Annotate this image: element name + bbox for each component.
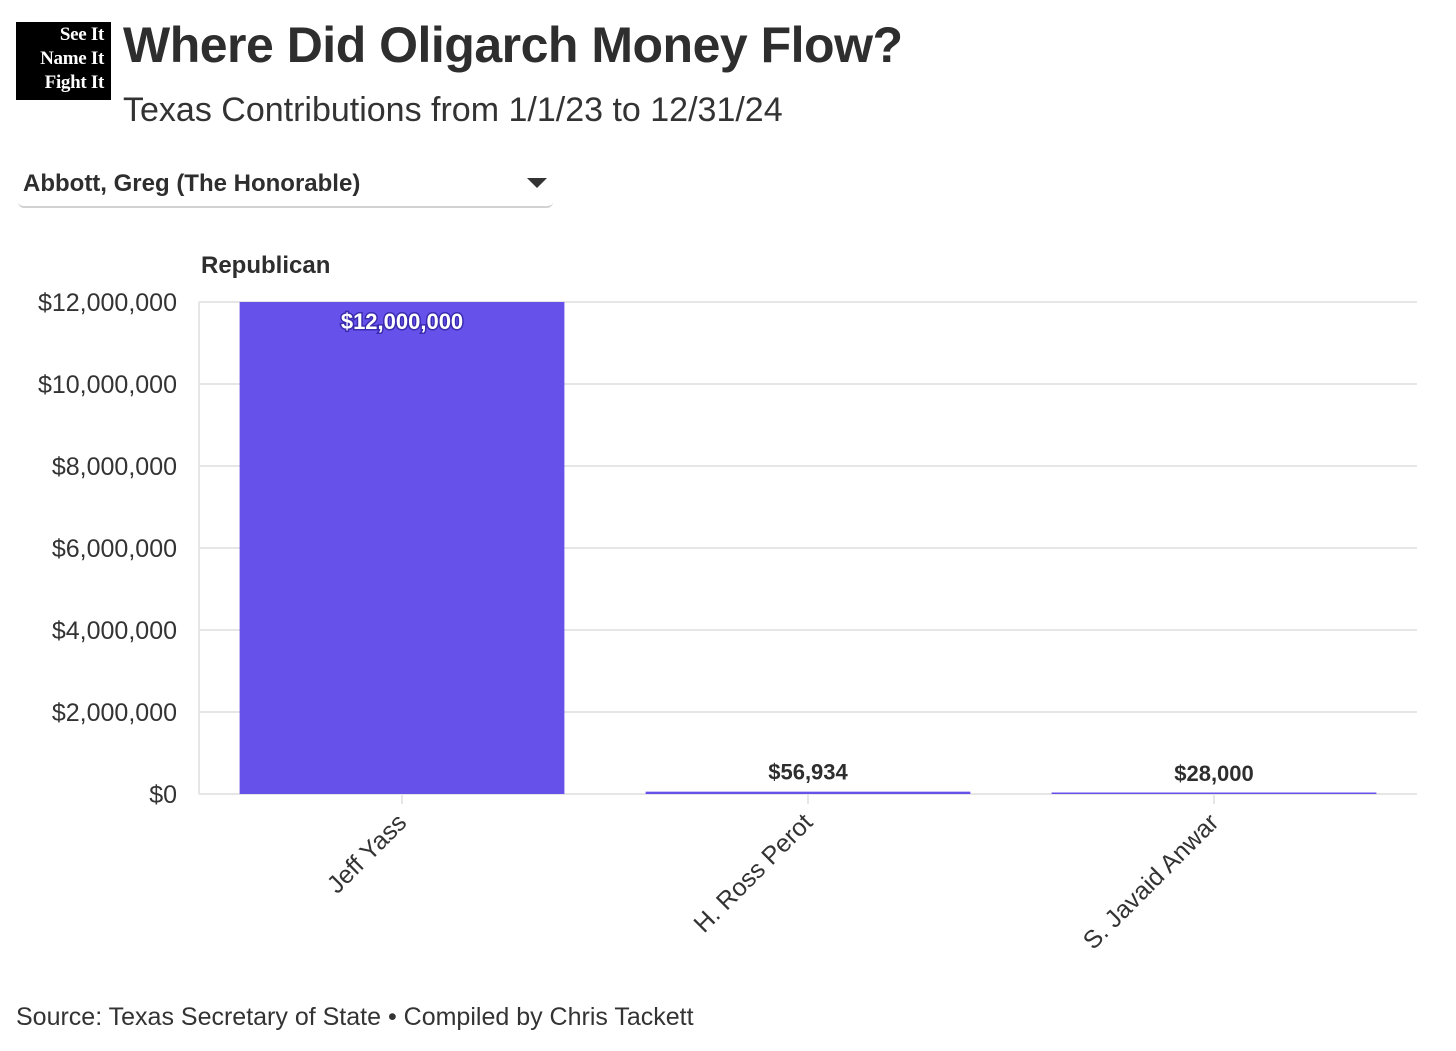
- x-tick-label: S. Javaid Anwar: [1078, 808, 1225, 955]
- y-tick-label: $6,000,000: [52, 535, 177, 563]
- candidate-select-value: Abbott, Greg (The Honorable): [23, 170, 361, 197]
- y-tick-label: $4,000,000: [52, 617, 177, 645]
- logo: See It Name It Fight It: [16, 22, 111, 100]
- data-label: $12,000,000: [341, 309, 463, 334]
- candidate-select[interactable]: Abbott, Greg (The Honorable): [18, 160, 553, 208]
- y-tick-label: $8,000,000: [52, 453, 177, 481]
- x-tick-label: Jeff Yass: [322, 808, 413, 899]
- chevron-down-icon[interactable]: [527, 178, 547, 188]
- chart-subtitle: Texas Contributions from 1/1/23 to 12/31…: [123, 91, 783, 129]
- y-tick-label: $0: [149, 781, 177, 809]
- bar: [645, 791, 971, 794]
- logo-line: Fight It: [44, 72, 105, 93]
- data-label: $28,000: [1174, 761, 1254, 786]
- y-tick-label: $2,000,000: [52, 699, 177, 727]
- y-tick-label: $12,000,000: [38, 289, 177, 317]
- data-label: $56,934: [768, 760, 848, 785]
- logo-line: Name It: [40, 48, 104, 69]
- logo-line: See It: [59, 24, 104, 45]
- y-tick-label: $10,000,000: [38, 371, 177, 399]
- bar: [239, 302, 565, 794]
- x-tick-label: H. Ross Perot: [688, 808, 818, 938]
- facet-label: Republican: [201, 252, 331, 279]
- bar-chart: $0 $2,000,000 $4,000,000 $6,000,000 $8,000,0…: [38, 289, 1417, 955]
- chart-title: Where Did Oligarch Money Flow?: [123, 17, 903, 73]
- bar: [1051, 792, 1377, 794]
- source-note: Source: Texas Secretary of State • Compi…: [16, 1003, 694, 1031]
